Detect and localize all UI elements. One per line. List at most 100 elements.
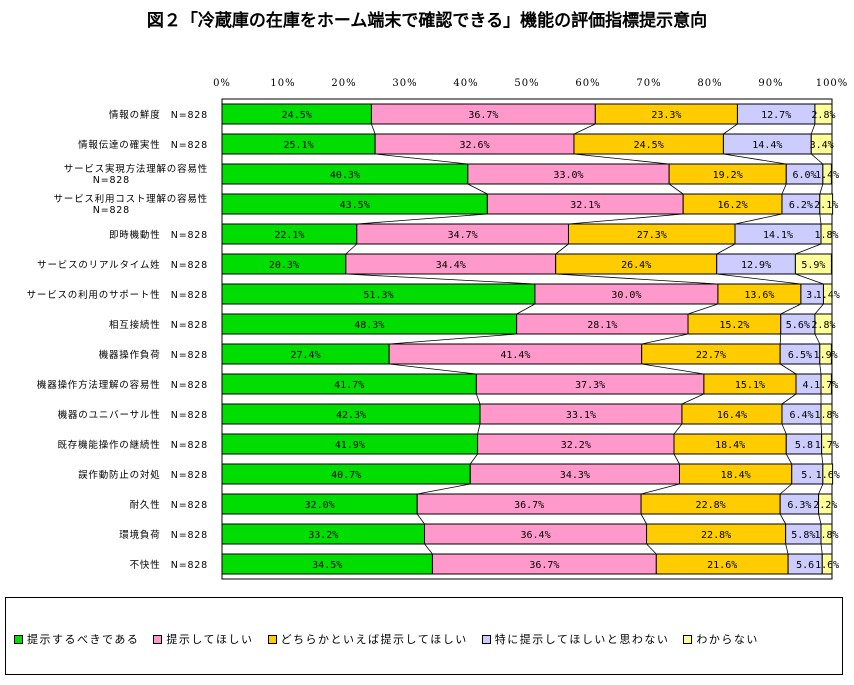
category-label: 情報伝達の確実性 N=828 <box>78 139 208 151</box>
data-label: 51.3% <box>363 290 393 301</box>
series-connector-line <box>389 333 517 345</box>
x-tick-label: 70% <box>636 78 661 89</box>
data-label: 32.2% <box>561 440 591 451</box>
series-connector-line <box>646 543 657 555</box>
data-label: 18.4% <box>721 470 751 481</box>
series-connector-line <box>781 423 787 435</box>
category-label: サービスの利用のサポート性 N=828 <box>27 289 208 301</box>
category-label: 環境負荷 N=828 <box>119 529 208 541</box>
legend-swatch <box>267 634 277 644</box>
bar-segment <box>819 193 834 215</box>
data-label: 43.5% <box>340 200 370 211</box>
data-label: 6.5% <box>788 350 812 361</box>
series-connector-line <box>779 513 786 525</box>
legend-item: わからない <box>683 631 759 647</box>
data-label: 1.6% <box>815 560 839 571</box>
data-label: 6.2% <box>789 200 813 211</box>
series-connector-line <box>681 393 705 405</box>
series-connector-line <box>810 153 824 165</box>
series-connector-line <box>716 273 801 285</box>
legend-label: 提示するべきである <box>27 633 140 646</box>
data-label: 41.4% <box>500 350 530 361</box>
series-connector-line <box>819 363 822 375</box>
legend-swatch <box>481 634 491 644</box>
bar-segment <box>810 133 833 155</box>
series-connector-line <box>416 513 425 525</box>
bar-segment <box>822 463 834 485</box>
data-label: 22.1% <box>274 230 304 241</box>
series-connector-line <box>417 483 471 495</box>
data-label: 5.8% <box>791 530 815 541</box>
bar-segment <box>794 253 832 275</box>
legend-item: 提示するべきである <box>14 631 139 647</box>
data-label: 16.4% <box>717 410 747 421</box>
bar-segment <box>818 493 833 515</box>
series-connector-line <box>734 213 783 225</box>
legend-swatch <box>683 634 693 644</box>
series-connector-line <box>820 423 823 435</box>
data-label: 37.3% <box>575 380 605 391</box>
bar-segment <box>820 223 833 245</box>
data-label: 33.0% <box>553 170 583 181</box>
data-label: 15.1% <box>735 380 765 391</box>
series-connector-line <box>673 423 683 435</box>
category-label: 即時機動性 N=828 <box>109 229 208 241</box>
data-label: 5. <box>801 470 813 481</box>
bar-segment <box>822 163 832 185</box>
series-connector-line <box>345 243 358 255</box>
legend-label: 提示してほしい <box>166 633 254 646</box>
data-label: 6.0% <box>793 170 817 181</box>
bar-segment <box>819 343 832 365</box>
data-label: 16.2% <box>718 200 748 211</box>
x-tick-label: 50% <box>514 78 539 89</box>
bar-segment <box>820 523 833 545</box>
data-label: 24.5% <box>282 110 312 121</box>
category-label: 既存機能操作の継続性 N=828 <box>58 439 209 451</box>
data-label: 36.7% <box>514 500 544 511</box>
data-label: 1.8% <box>814 410 838 421</box>
series-connector-line <box>555 243 569 255</box>
data-label: 5.8 <box>795 440 813 451</box>
series-connector-line <box>716 243 736 255</box>
series-connector-line <box>345 273 535 285</box>
x-tick-label: 0% <box>213 78 231 89</box>
category-label: サービス利用コスト理解の容易性 N=828 <box>53 193 208 216</box>
series-connector-line <box>810 123 816 135</box>
category-label: 機器操作負荷 N=828 <box>99 349 208 361</box>
data-label: 22.8% <box>701 530 731 541</box>
legend-item: 提示してほしい <box>153 631 253 647</box>
data-label: 14.1% <box>763 230 793 241</box>
series-connector-line <box>389 363 477 375</box>
series-connector-line <box>555 273 718 285</box>
data-label: 48.3% <box>354 320 384 331</box>
data-label: 22.7% <box>696 350 726 361</box>
data-label: 20.3% <box>269 260 299 271</box>
data-label: 2.8% <box>811 320 835 331</box>
data-label: 30.0% <box>611 290 641 301</box>
bar-segment <box>820 373 832 395</box>
category-label: 誤作動防止の対処 N=828 <box>78 469 208 481</box>
category-label: 情報の鮮度 N=828 <box>109 109 208 121</box>
series-connector-line <box>356 213 488 225</box>
category-label: 機器のユニバーサル性 N=828 <box>58 409 208 421</box>
data-label: 26.4% <box>621 260 651 271</box>
x-tick-label: 90% <box>758 78 783 89</box>
bar-segment <box>820 403 833 425</box>
bar-segment <box>821 433 833 455</box>
data-label: 4. <box>802 380 814 391</box>
legend-item: どちらかといえば提示してほしい <box>267 631 468 647</box>
category-label: サービスのリアルタイム姓 N=828 <box>37 259 208 271</box>
series-connector-line <box>673 453 680 465</box>
x-tick-label: 60% <box>575 78 600 89</box>
legend: 提示するべきである 提示してほしい どちらかといえば提示してほしい 特に提示してほしい… <box>5 597 843 675</box>
legend-label: どちらかといえば提示してほしい <box>280 633 468 646</box>
legend-label: わからない <box>696 633 759 646</box>
data-label: 18.4% <box>715 440 745 451</box>
series-connector-line <box>819 183 824 195</box>
data-label: 1.7% <box>815 440 839 451</box>
category-label: 耐久性 N=828 <box>130 499 208 511</box>
data-label: 15.2% <box>719 320 749 331</box>
series-connector-line <box>723 153 787 165</box>
bar-segment <box>814 103 833 125</box>
bar-segment <box>821 553 833 575</box>
